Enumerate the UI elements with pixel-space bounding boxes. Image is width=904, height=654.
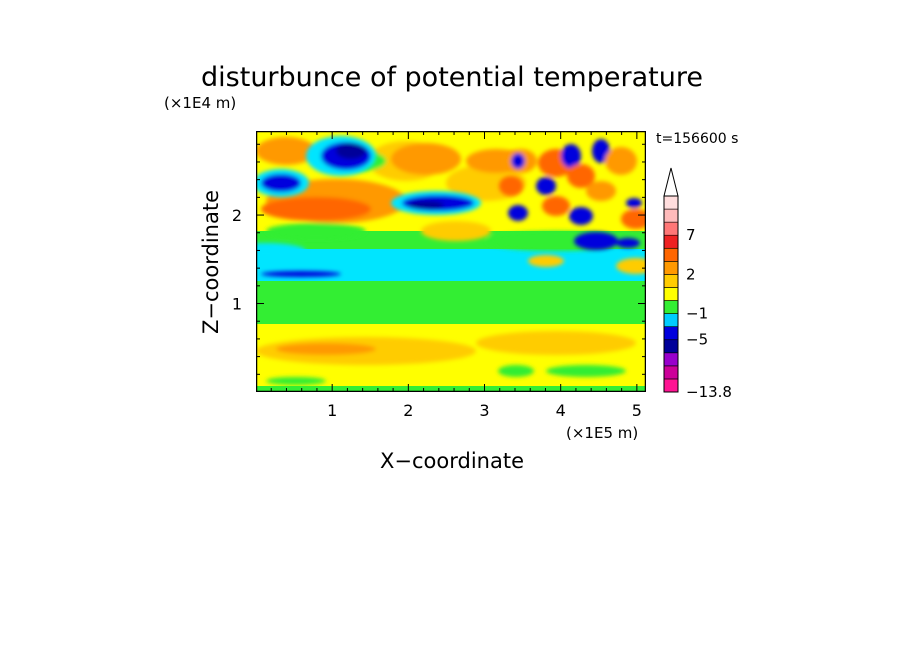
y-unit-label: (×1E4 m) (164, 94, 236, 112)
wave-cell-pos (499, 176, 523, 196)
blob-orange (261, 197, 371, 221)
blob-blue (261, 174, 301, 192)
colorbar-swatch (663, 313, 679, 327)
wave-cell-neg (511, 153, 525, 169)
colorbar-label: 2 (686, 265, 696, 283)
chart-title: disturbunce of potential temperature (201, 62, 703, 93)
colorbar-swatch (663, 287, 679, 301)
wave-cell-pos (586, 181, 616, 201)
x-tick-label: 5 (632, 401, 642, 420)
x-unit-label: (×1E5 m) (566, 424, 638, 442)
band-green-mid (256, 281, 646, 311)
wave-cell-neg (626, 198, 642, 208)
wave-cell-neg (592, 139, 610, 163)
wave-cell-neg (536, 177, 556, 195)
wave-cell-neg (561, 144, 581, 168)
x-tick-label: 2 (403, 401, 413, 420)
blob-orange (391, 143, 461, 175)
x-axis-label: X−coordinate (380, 449, 524, 473)
blob-orange (421, 221, 491, 241)
plot-area (256, 131, 646, 392)
wave-cell-pos (616, 258, 646, 274)
colorbar-swatch (663, 247, 679, 262)
colorbar-swatch (663, 378, 679, 393)
wave-cell-pos (621, 209, 646, 229)
colorbar-swatch (663, 274, 679, 288)
blob-green (266, 223, 366, 239)
blob-green (498, 365, 534, 377)
colorbar-label: −1 (686, 305, 708, 323)
wave-cell-neg (508, 205, 528, 221)
blob-orange (476, 331, 636, 355)
wave-cell-pos (567, 164, 595, 188)
time-label: t=156600 s (656, 131, 738, 147)
blob-orange (276, 343, 376, 355)
x-tick-label: 3 (479, 401, 489, 420)
y-axis: 12 (232, 143, 646, 375)
wave-cell-neg (569, 207, 593, 225)
colorbar: 7 2 −1 −5 −13.8 (663, 167, 732, 401)
wave-cell-neg (616, 238, 640, 248)
colorbar-swatch (663, 234, 679, 249)
colorbar-frame (663, 195, 679, 393)
x-axis: 1 2 3 4 5 (270, 131, 642, 420)
blob-cyan (256, 243, 306, 259)
wave-cell-pos (528, 255, 564, 267)
blob-blue (336, 143, 366, 159)
wave-cell-pos (605, 147, 637, 175)
blob-blue (261, 271, 341, 277)
blob-blue (408, 201, 444, 209)
colorbar-swatch (663, 208, 679, 223)
blob-green (266, 377, 326, 385)
wave-cell-pos (542, 196, 570, 216)
wave-cell-neg (574, 232, 618, 250)
colorbar-swatch (663, 221, 679, 236)
y-axis-label: Z−coordinate (199, 190, 223, 334)
colorbar-extend-arrow (663, 167, 679, 197)
plot-frame (256, 131, 646, 392)
x-tick-label: 4 (556, 401, 566, 420)
colorbar-swatch (663, 326, 679, 341)
colorbar-swatch (663, 352, 679, 367)
x-tick-label: 1 (327, 401, 337, 420)
band-surface-green (256, 386, 646, 392)
blob-green (546, 365, 626, 377)
colorbar-swatch (663, 300, 679, 314)
colorbar-swatch (663, 365, 679, 380)
colorbar-swatch (663, 195, 679, 210)
colorbar-swatch (663, 261, 679, 275)
colorbar-swatch (663, 339, 679, 354)
y-tick-label: 1 (232, 295, 242, 314)
colorbar-label: −5 (686, 331, 708, 349)
colorbar-label: −13.8 (686, 383, 732, 401)
colorbar-label: 7 (686, 226, 696, 244)
blob-orange (256, 137, 316, 165)
y-tick-label: 2 (232, 206, 242, 225)
